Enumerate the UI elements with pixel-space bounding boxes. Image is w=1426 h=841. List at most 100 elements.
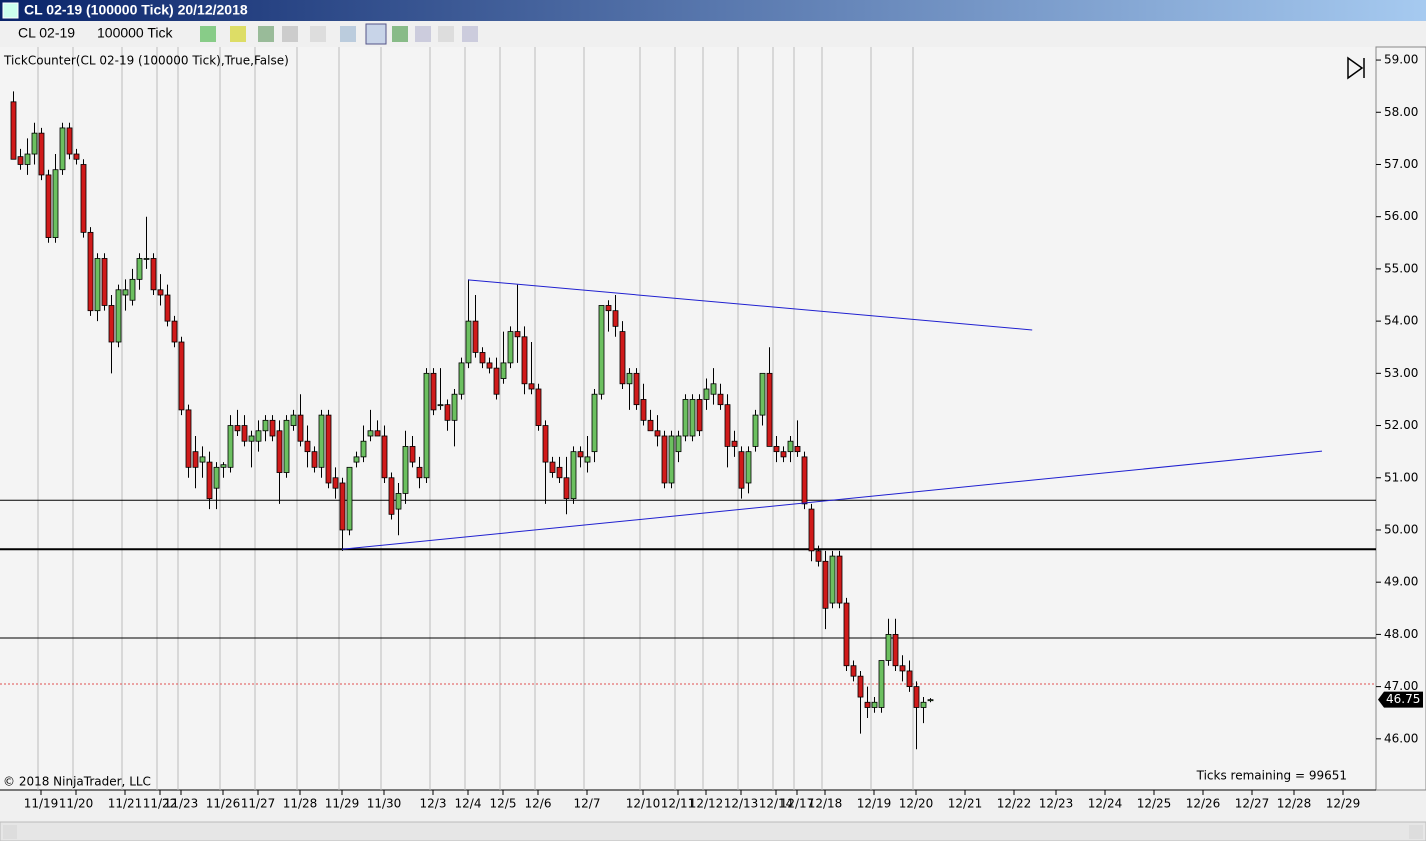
candle-body	[332, 477, 339, 489]
candle-body	[822, 560, 829, 609]
x-tick-label: 12/17	[780, 797, 815, 811]
x-tick-label: 11/20	[59, 797, 94, 811]
candle-body	[584, 456, 591, 463]
trend-line	[467, 279, 1033, 331]
scroll-end-button[interactable]	[1347, 56, 1365, 80]
icon[interactable]	[310, 26, 326, 42]
candle-body	[311, 451, 318, 468]
icon[interactable]	[230, 26, 246, 42]
candle-body	[703, 388, 710, 400]
candle-body	[577, 451, 584, 458]
x-tick-label: 12/10	[626, 797, 661, 811]
x-tick-label: 11/21	[108, 797, 143, 811]
last-price-box	[1378, 691, 1423, 708]
icon[interactable]	[438, 26, 454, 42]
candle-body	[178, 341, 185, 411]
candle-body	[556, 466, 563, 479]
candle-body	[885, 634, 892, 661]
y-tick-label: 56.00	[1384, 209, 1418, 223]
last-price-label: 46.75	[1386, 692, 1420, 706]
candle-body	[920, 701, 927, 708]
candle-body	[24, 153, 31, 165]
candle-body	[766, 372, 773, 447]
icon[interactable]	[340, 26, 356, 42]
candle-body	[612, 310, 619, 327]
icon[interactable]	[200, 26, 216, 42]
x-tick-label: 12/23	[1039, 797, 1074, 811]
icon[interactable]	[462, 26, 478, 42]
icon[interactable]	[392, 26, 408, 42]
x-tick-label: 12/14	[759, 797, 794, 811]
candle-body	[745, 451, 752, 484]
candle-body	[339, 482, 346, 531]
candle-body	[129, 278, 136, 301]
candle-body	[689, 399, 696, 437]
y-tick-label: 57.00	[1384, 157, 1418, 171]
ticks-remaining: Ticks remaining = 99651	[1196, 769, 1347, 783]
candle-body	[374, 430, 381, 437]
candle-body	[528, 383, 535, 390]
candle-body	[619, 331, 626, 385]
indicator-label: TickCounter(CL 02-19 (100000 Tick),True,…	[3, 54, 289, 68]
icon[interactable]	[1347, 56, 1365, 80]
candle-body	[444, 404, 451, 421]
candle-body	[717, 393, 724, 406]
x-tick-label: 12/7	[574, 797, 601, 811]
candle-body	[668, 435, 675, 484]
candle-body	[171, 320, 178, 343]
x-tick-label: 12/21	[948, 797, 983, 811]
candle-body	[479, 352, 486, 364]
icon[interactable]	[282, 26, 298, 42]
y-tick-label: 52.00	[1384, 418, 1418, 432]
candle-body	[542, 425, 549, 463]
candle-body	[94, 258, 101, 312]
candle-body	[780, 451, 787, 458]
y-tick-label: 49.00	[1384, 575, 1418, 589]
icon[interactable]	[258, 26, 274, 42]
candle-body	[108, 305, 115, 343]
x-tick-label: 12/12	[689, 797, 724, 811]
candle-body	[297, 414, 304, 442]
candle-body	[66, 127, 73, 155]
scrollbar[interactable]	[0, 821, 1426, 841]
icon[interactable]	[415, 26, 431, 42]
x-tick-label: 11/26	[206, 797, 241, 811]
candle-body	[416, 466, 423, 479]
candle-body	[248, 435, 255, 442]
candle-body	[437, 404, 444, 407]
trend-line	[341, 450, 1323, 550]
candle-body	[52, 169, 59, 238]
candle-body	[675, 435, 682, 453]
interval-select[interactable]: 100000 Tick	[97, 25, 173, 41]
toolbar-icons	[200, 23, 478, 45]
candle-body	[507, 331, 514, 364]
scroll-left[interactable]	[3, 825, 17, 839]
candle-body	[598, 305, 605, 395]
candle-body	[493, 367, 500, 395]
candle-body	[605, 305, 612, 312]
scroll-right[interactable]	[1409, 825, 1423, 839]
candle-body	[871, 701, 878, 708]
candle-body	[395, 493, 402, 510]
candle-body	[318, 414, 325, 468]
app-icon	[2, 2, 19, 19]
candle-body	[59, 127, 66, 171]
candle-body	[213, 466, 220, 489]
candle-body	[906, 670, 913, 688]
candle-body	[388, 477, 395, 515]
y-tick-label: 46.00	[1384, 731, 1418, 745]
candle-body	[654, 430, 661, 437]
candle-body	[255, 430, 262, 442]
instrument-select[interactable]: CL 02-19	[18, 25, 75, 41]
x-tick-label: 11/19	[24, 797, 59, 811]
icon[interactable]	[365, 23, 387, 45]
candle-body	[661, 435, 668, 484]
y-tick-label: 50.00	[1384, 522, 1418, 536]
candle-body	[73, 153, 80, 160]
x-tick-label: 11/23	[164, 797, 199, 811]
candle-body	[38, 132, 45, 176]
y-tick-label: 54.00	[1384, 314, 1418, 328]
x-tick-label: 12/4	[455, 797, 482, 811]
copyright: © 2018 NinjaTrader, LLC	[3, 775, 151, 789]
candle-body	[633, 372, 640, 406]
